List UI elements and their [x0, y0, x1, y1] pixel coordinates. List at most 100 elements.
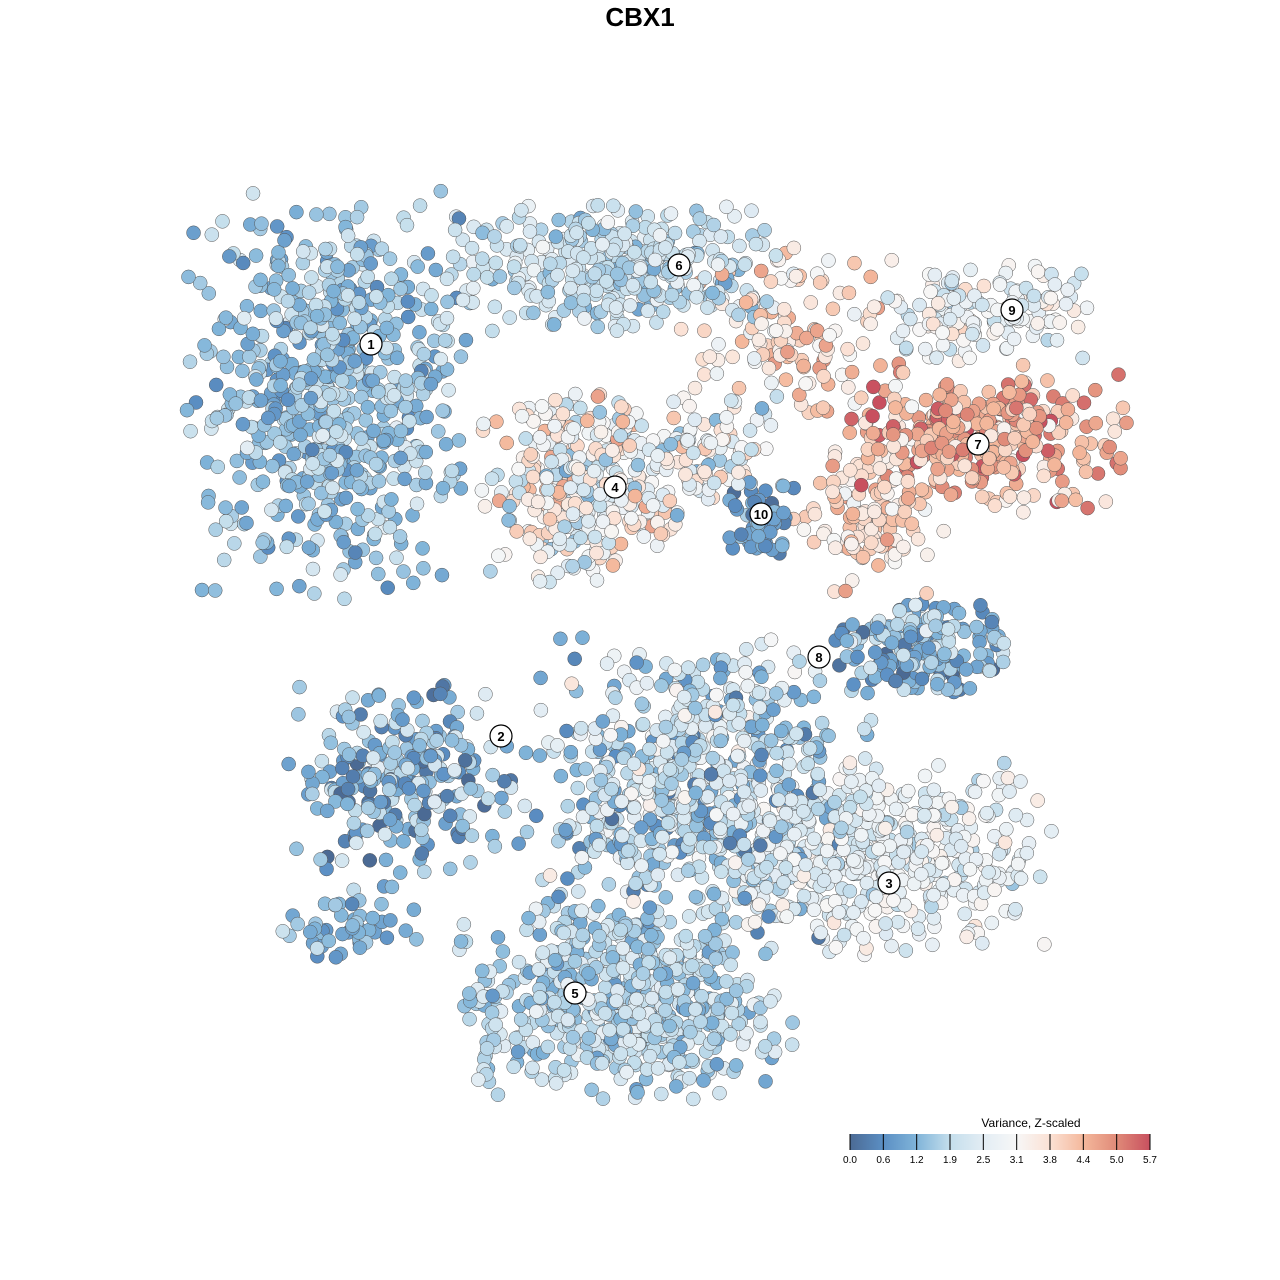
data-point [1049, 332, 1065, 348]
data-point [597, 1006, 613, 1021]
data-point [680, 863, 696, 878]
data-point [707, 704, 723, 720]
data-point [1040, 373, 1055, 388]
data-point [634, 696, 650, 712]
data-point [609, 993, 624, 1009]
data-point [275, 924, 290, 939]
data-point [871, 558, 886, 573]
data-point [892, 603, 907, 618]
data-point [615, 828, 630, 844]
legend-title: Variance, Z-scaled [981, 1116, 1080, 1130]
data-point [374, 896, 389, 912]
data-point [710, 257, 726, 272]
data-point [474, 483, 490, 498]
data-point [751, 332, 767, 348]
data-point [652, 228, 668, 243]
data-point [984, 915, 999, 931]
data-point [867, 504, 882, 520]
data-point [1115, 400, 1131, 416]
legend-tick-label: 3.8 [1043, 1155, 1057, 1166]
data-point [728, 983, 744, 998]
data-point [525, 469, 541, 485]
data-point [670, 982, 686, 997]
data-point [420, 246, 436, 261]
data-point [409, 932, 424, 947]
data-point [462, 986, 477, 1001]
data-point [899, 824, 915, 840]
data-point [366, 423, 381, 439]
data-point [996, 755, 1012, 771]
data-point [560, 798, 576, 814]
data-point [584, 1082, 599, 1098]
data-point [1088, 415, 1104, 431]
data-point [440, 294, 455, 310]
data-point [1013, 774, 1028, 789]
data-point [325, 480, 340, 496]
data-point [788, 269, 804, 284]
data-point [1058, 415, 1074, 430]
data-point [680, 433, 695, 448]
data-point [532, 430, 548, 445]
data-point [728, 855, 743, 870]
data-point [580, 413, 595, 429]
data-point [216, 552, 232, 568]
data-point [560, 871, 575, 886]
data-point [307, 586, 322, 601]
data-point [1080, 500, 1095, 516]
data-point [579, 500, 594, 516]
data-point [576, 292, 592, 308]
data-point [563, 744, 579, 760]
data-point [360, 399, 376, 415]
data-point [842, 755, 858, 771]
data-point [236, 310, 252, 326]
data-point [667, 662, 683, 678]
data-point [867, 645, 883, 660]
data-point [880, 290, 895, 305]
data-point [594, 1056, 610, 1071]
data-point [838, 583, 853, 599]
data-point [672, 1055, 687, 1070]
data-point [645, 498, 661, 513]
data-point [976, 278, 992, 294]
data-point [702, 349, 718, 364]
data-point [466, 266, 481, 282]
data-point [705, 750, 720, 766]
data-point [349, 463, 365, 478]
data-point [664, 844, 680, 860]
data-point [623, 298, 638, 313]
data-point [753, 838, 768, 853]
data-point [209, 410, 225, 426]
data-point [705, 285, 720, 301]
data-point [678, 928, 694, 944]
data-point [453, 934, 469, 949]
data-point [731, 465, 746, 480]
data-point [1044, 823, 1059, 839]
data-point [754, 747, 769, 763]
data-point [550, 738, 565, 753]
data-point [900, 491, 916, 506]
data-point [324, 465, 340, 481]
data-point [592, 405, 608, 420]
data-point [846, 677, 861, 692]
data-point [773, 723, 789, 739]
data-point [353, 707, 368, 722]
data-point [751, 529, 766, 544]
data-point [387, 745, 402, 760]
data-point [666, 410, 681, 426]
data-point [216, 349, 231, 365]
data-point [725, 349, 740, 365]
data-point [860, 685, 875, 701]
data-point [991, 846, 1007, 862]
data-point [785, 1015, 800, 1030]
data-point [435, 403, 450, 418]
data-point [379, 930, 395, 945]
data-point [725, 697, 741, 713]
data-point [587, 529, 603, 545]
data-point [904, 399, 920, 415]
data-point [758, 946, 773, 962]
data-point [924, 655, 939, 670]
data-point [605, 950, 620, 965]
data-point [731, 307, 746, 323]
data-point [964, 326, 980, 342]
data-point [1090, 466, 1106, 481]
